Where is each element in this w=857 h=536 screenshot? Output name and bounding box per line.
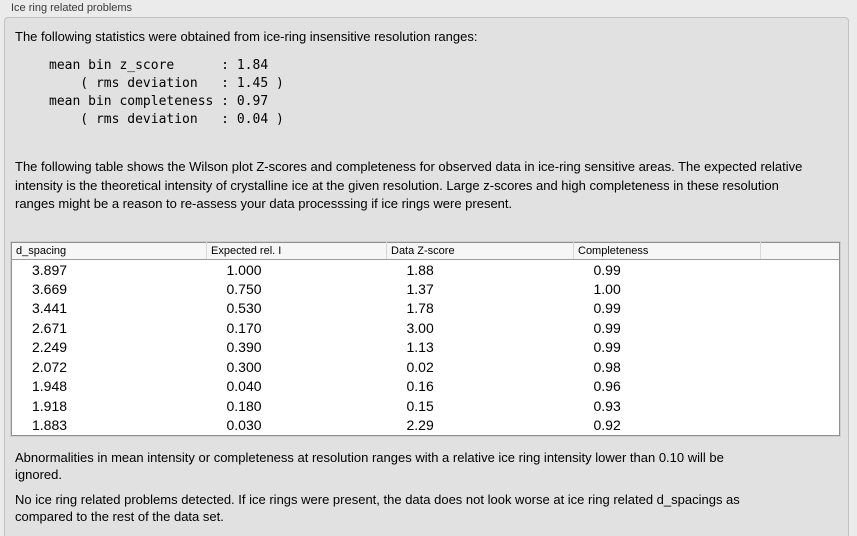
table-cell: 0.040 <box>226 378 262 395</box>
table-cell: 1.000 <box>226 261 262 278</box>
table-cell <box>761 357 840 377</box>
stats-intro-text: The following statistics were obtained f… <box>15 29 478 44</box>
table-cell: 0.390 <box>226 339 262 356</box>
table-cell: 0.99 <box>593 261 621 278</box>
table-cell <box>761 279 840 299</box>
ignore-note-text: Abnormalities in mean intensity or compl… <box>15 450 724 482</box>
column-header-expected-rel-i[interactable]: Expected rel. I <box>206 242 387 260</box>
table-cell: 3.669 <box>32 280 68 297</box>
table-header-row: d_spacing Expected rel. I Data Z-score C… <box>11 242 840 260</box>
table-row[interactable]: 3.669 0.750 1.37 1.00 <box>12 279 840 299</box>
table-cell <box>761 260 840 280</box>
stats-block: mean bin z_score : 1.84 ( rms deviation … <box>49 58 284 127</box>
table-cell <box>761 377 840 397</box>
table-cell: 1.00 <box>593 280 621 297</box>
column-header-data-z-score[interactable]: Data Z-score <box>386 242 574 260</box>
table-cell: 2.671 <box>32 319 68 336</box>
table-cell: 0.98 <box>593 358 621 375</box>
table-cell: 0.15 <box>406 397 434 414</box>
table-cell: 1.13 <box>406 339 434 356</box>
table-row[interactable]: 2.072 0.300 0.02 0.98 <box>12 357 840 377</box>
table-cell <box>761 396 840 416</box>
table-cell: 1.918 <box>32 397 68 414</box>
column-header-d-spacing[interactable]: d_spacing <box>11 242 207 260</box>
table-cell: 0.99 <box>593 339 621 356</box>
table-cell: 0.16 <box>406 378 434 395</box>
table-cell: 3.441 <box>32 300 68 317</box>
table-cell <box>761 299 840 319</box>
table-cell: 0.530 <box>226 300 262 317</box>
table-cell: 0.92 <box>593 417 621 433</box>
table-cell <box>761 416 840 436</box>
ice-ring-table-body: 3.897 1.000 1.88 0.99 3.669 0.750 1.37 1.00 3.44… <box>12 260 840 436</box>
table-cell: 0.93 <box>593 397 621 414</box>
column-header-completeness[interactable]: Completeness <box>573 242 761 260</box>
table-row[interactable]: 1.918 0.180 0.15 0.93 <box>12 396 840 416</box>
table-row[interactable]: 3.897 1.000 1.88 0.99 <box>12 260 840 280</box>
table-cell: 1.948 <box>32 378 68 395</box>
ice-ring-table: d_spacing Expected rel. I Data Z-score C… <box>10 241 841 437</box>
table-row[interactable]: 2.249 0.390 1.13 0.99 <box>12 338 840 358</box>
table-cell: 2.249 <box>32 339 68 356</box>
table-cell: 1.883 <box>32 417 68 433</box>
table-cell <box>761 338 840 358</box>
table-cell: 0.300 <box>226 358 262 375</box>
table-cell: 0.170 <box>226 319 262 336</box>
group-box: The following statistics were obtained f… <box>4 17 849 536</box>
table-row[interactable]: 2.671 0.170 3.00 0.99 <box>12 318 840 338</box>
table-cell: 1.78 <box>406 300 434 317</box>
table-cell: 0.99 <box>593 319 621 336</box>
table-row[interactable]: 3.441 0.530 1.78 0.99 <box>12 299 840 319</box>
column-header-empty[interactable] <box>760 242 840 260</box>
table-cell: 2.072 <box>32 358 68 375</box>
table-cell: 0.030 <box>226 417 262 433</box>
table-row[interactable]: 1.948 0.040 0.16 0.96 <box>12 377 840 397</box>
table-cell: 0.750 <box>226 280 262 297</box>
group-box-title: Ice ring related problems <box>11 2 133 14</box>
table-cell: 3.897 <box>32 261 68 278</box>
table-cell: 0.02 <box>406 358 434 375</box>
table-cell: 0.180 <box>226 397 262 414</box>
table-cell: 0.99 <box>593 300 621 317</box>
table-cell: 0.96 <box>593 378 621 395</box>
table-cell: 1.88 <box>406 261 434 278</box>
table-description-text: The following table shows the Wilson plo… <box>15 159 803 211</box>
conclusion-text: No ice ring related problems detected. I… <box>15 492 740 524</box>
table-cell: 3.00 <box>406 319 434 336</box>
table-cell: 2.29 <box>406 417 434 433</box>
table-cell: 1.37 <box>406 280 434 297</box>
table-cell <box>761 318 840 338</box>
table-row[interactable]: 1.883 0.030 2.29 0.92 <box>12 416 840 436</box>
